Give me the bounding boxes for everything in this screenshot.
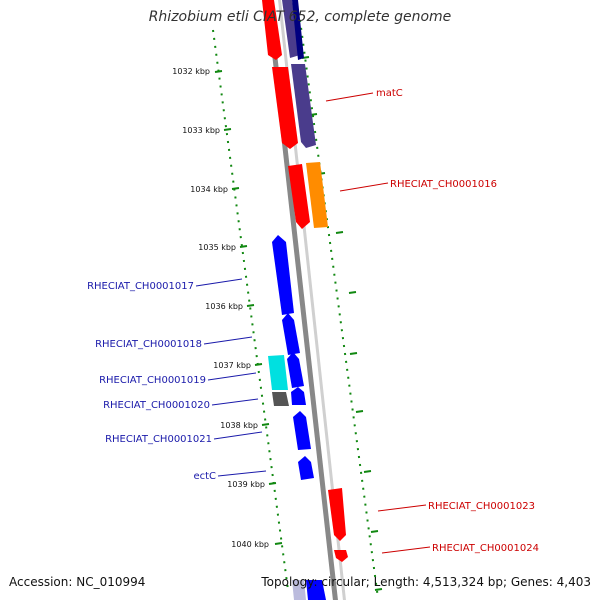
scale-ticks: 1032 kbp 1033 kbp 1034 kbp 1035 kbp 1036… (172, 67, 283, 549)
scale-tick-label: 1032 kbp (172, 67, 210, 76)
scale-tick-label: 1040 kbp (231, 540, 269, 549)
gene-label[interactable]: ectC (193, 471, 216, 482)
gene-feature-reverse (282, 313, 300, 355)
gene-feature-other (272, 392, 289, 406)
scale-tick-label: 1036 kbp (205, 302, 243, 311)
gene-feature-reverse (287, 352, 304, 388)
gene-features (262, 0, 348, 600)
gene-label[interactable]: RHECIAT_CH0001017 (87, 281, 194, 292)
genome-summary-text: Topology: circular; Length: 4,513,324 bp… (261, 575, 591, 589)
scale-tick-label: 1037 kbp (213, 361, 251, 370)
gene-feature-reverse (272, 235, 294, 315)
gene-label[interactable]: RHECIAT_CH0001018 (95, 339, 202, 350)
gene-feature-reverse (291, 387, 306, 405)
gene-feature-forward (288, 164, 310, 229)
gene-feature-reverse (293, 411, 311, 450)
scale-right-dotted (299, 19, 379, 599)
gene-feature-forward (262, 0, 282, 60)
label-leaders (195, 92, 431, 554)
gene-feature-forward (292, 580, 306, 600)
scale-tick-label: 1038 kbp (220, 421, 258, 430)
accession-text: Accession: NC_010994 (9, 575, 146, 589)
gene-feature-reverse (282, 0, 300, 58)
gene-feature-reverse (291, 64, 316, 148)
gene-label[interactable]: RHECIAT_CH0001019 (99, 375, 206, 386)
scale-tick-label: 1039 kbp (227, 480, 265, 489)
map-title: Rhizobium etli CIAT 652, complete genome (148, 9, 452, 25)
gene-labels: matC RHECIAT_CH0001016 RHECIAT_CH0001017… (87, 88, 539, 554)
scale-tick-label: 1033 kbp (182, 126, 220, 135)
gene-label[interactable]: RHECIAT_CH0001020 (103, 400, 210, 411)
gene-feature-reverse (292, 0, 304, 60)
gene-feature-forward-alt (306, 162, 328, 228)
gene-label[interactable]: RHECIAT_CH0001016 (390, 179, 497, 190)
gene-feature-reverse (298, 456, 314, 480)
gene-feature-reverse (306, 580, 326, 600)
gene-feature-forward (272, 67, 298, 149)
gene-feature-other (268, 355, 288, 390)
gene-label[interactable]: RHECIAT_CH0001023 (428, 501, 535, 512)
gene-feature-forward (328, 488, 346, 541)
scale-tick-label: 1035 kbp (198, 243, 236, 252)
gene-label[interactable]: matC (376, 88, 403, 99)
scale-tick-label: 1034 kbp (190, 185, 228, 194)
gene-label[interactable]: RHECIAT_CH0001024 (432, 543, 539, 554)
gene-label[interactable]: RHECIAT_CH0001021 (105, 434, 212, 445)
gene-feature-forward (334, 550, 348, 562)
